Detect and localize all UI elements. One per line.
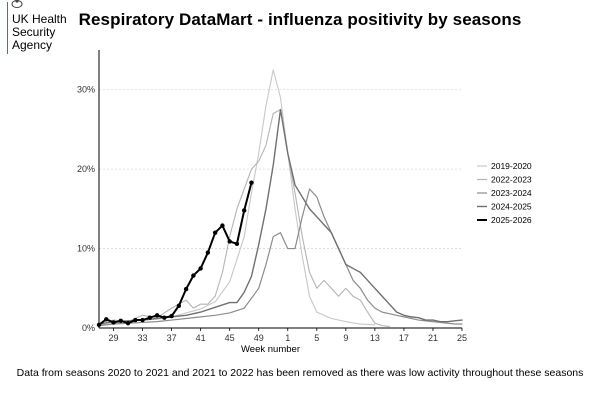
- org-name-line-2: Security: [12, 25, 56, 39]
- data-point: [242, 208, 247, 213]
- data-point: [154, 313, 160, 318]
- legend-label: 2023-2024: [491, 188, 532, 198]
- org-name-line-3: Agency: [12, 38, 53, 52]
- x-tick-label: 17: [399, 333, 409, 343]
- y-tick-label: 0%: [82, 323, 95, 333]
- x-tick-label: 9: [343, 333, 348, 343]
- org-name-line-1: UK Health: [12, 12, 67, 26]
- x-tick-label: 21: [428, 333, 438, 343]
- royal-crest-icon: [11, 0, 23, 8]
- data-point: [220, 223, 225, 228]
- data-point: [183, 286, 189, 292]
- data-point: [133, 317, 138, 323]
- x-tick-label: 37: [167, 333, 177, 343]
- series-line-2023-2024: [98, 188, 463, 327]
- series-line-2024-2025: [98, 108, 463, 325]
- y-tick-label: 20%: [77, 164, 95, 174]
- series-line-2025-2026: [98, 181, 253, 326]
- data-point: [147, 315, 153, 320]
- x-tick-label: 45: [225, 333, 235, 343]
- x-tick-label: 1: [285, 333, 290, 343]
- y-tick-label: 30%: [77, 85, 95, 95]
- data-point: [212, 230, 218, 235]
- data-point: [205, 250, 211, 255]
- series-2023-2024: [98, 188, 463, 327]
- series-2019-2020: [98, 69, 376, 327]
- data-point: [198, 266, 203, 271]
- data-point: [96, 322, 102, 328]
- x-tick-label: 13: [370, 333, 380, 343]
- y-tick-label: 10%: [77, 244, 95, 254]
- data-point: [249, 180, 254, 185]
- data-point: [125, 321, 131, 326]
- data-point: [176, 303, 182, 308]
- series-2024-2025: [98, 108, 463, 325]
- data-point: [162, 315, 167, 320]
- legend-label: 2024-2025: [491, 202, 532, 212]
- series-line-2022-2023: [98, 109, 390, 327]
- footnote: Data from seasons 2020 to 2021 and 2021 …: [16, 367, 584, 379]
- x-tick-label: 5: [314, 333, 319, 343]
- series-2022-2023: [98, 109, 390, 327]
- legend-label: 2022-2023: [491, 175, 532, 185]
- data-point: [118, 318, 123, 324]
- chart-title: Respiratory DataMart - influenza positiv…: [78, 10, 522, 29]
- data-point: [234, 241, 240, 247]
- x-tick-label: 49: [254, 333, 264, 343]
- series-2025-2026: [96, 180, 254, 328]
- legend-label: 2025-2026: [491, 215, 532, 225]
- series-line-2019-2020: [98, 69, 376, 327]
- data-point: [169, 313, 174, 319]
- x-axis-label: Week number: [241, 344, 300, 355]
- logo-accent-bar: [7, 2, 8, 54]
- data-point: [140, 317, 145, 323]
- data-point: [227, 239, 232, 244]
- x-tick-label: 41: [196, 333, 206, 343]
- data-point: [111, 320, 116, 325]
- x-tick-label: 25: [457, 333, 467, 343]
- x-tick-label: 33: [138, 333, 148, 343]
- x-tick-label: 29: [109, 333, 119, 343]
- legend-label: 2019-2020: [491, 161, 532, 171]
- data-point: [191, 273, 196, 278]
- data-point: [104, 317, 109, 322]
